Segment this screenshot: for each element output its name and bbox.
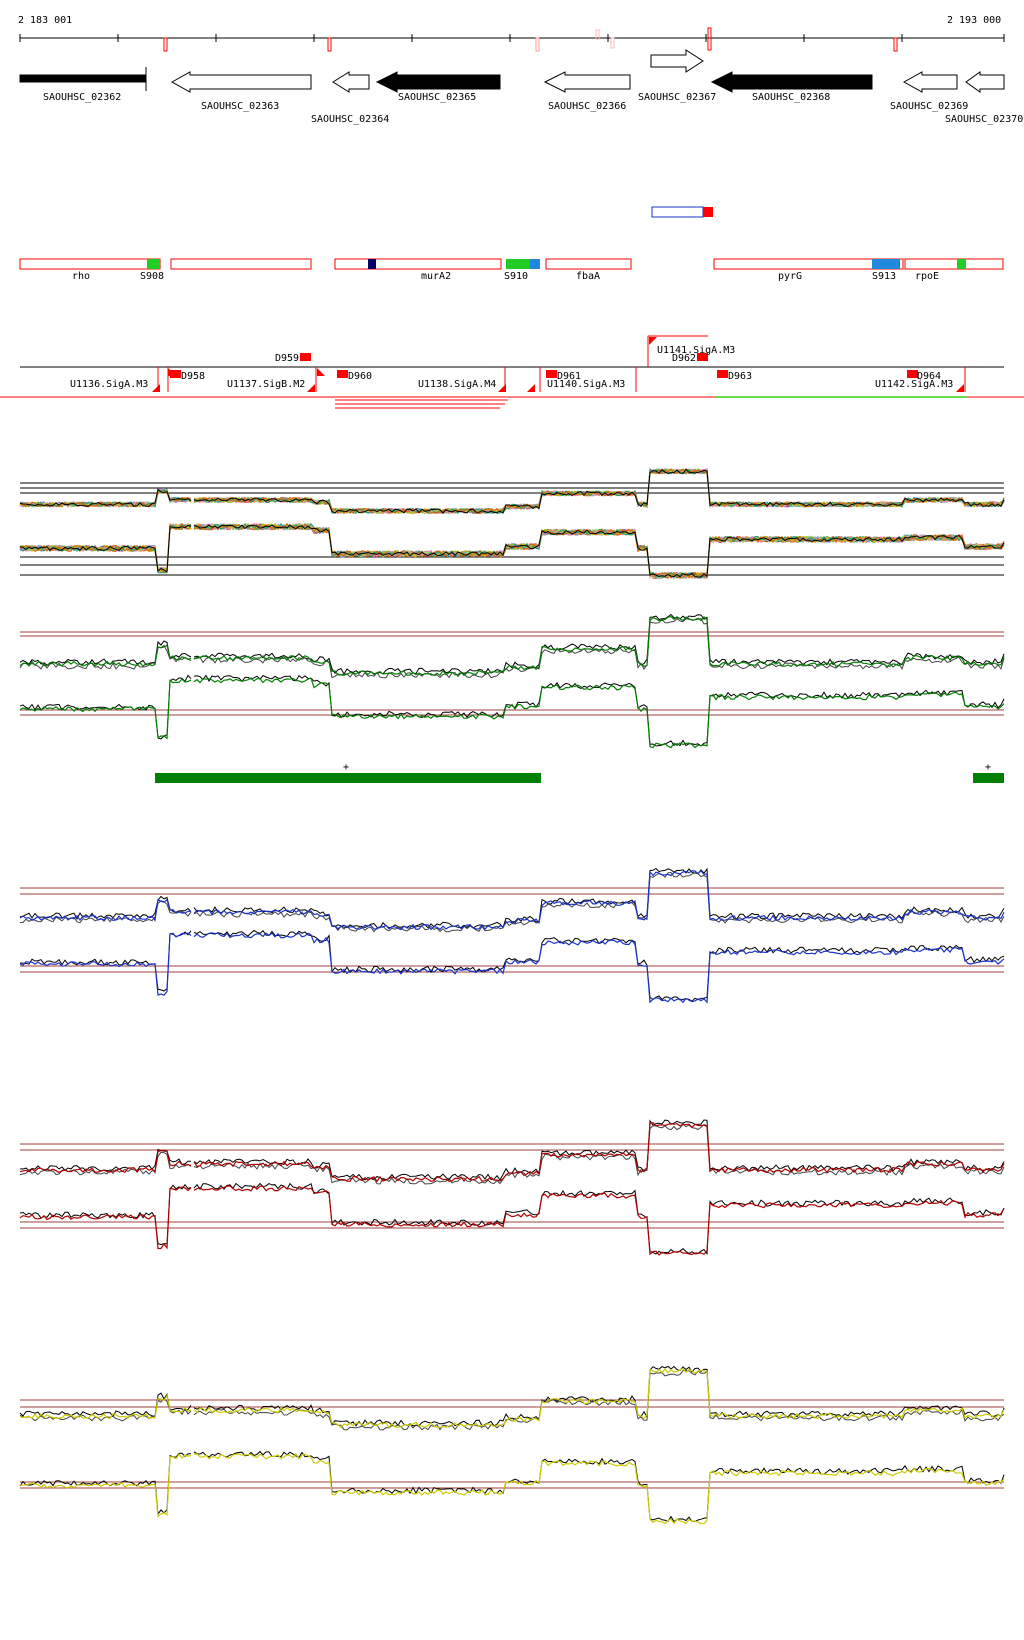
- gene-label: SAOUHSC_02363: [201, 101, 279, 112]
- feature-rpoE[interactable]: [904, 258, 1004, 270]
- expression-profile-line: [19, 1185, 1005, 1256]
- feature-pyrG[interactable]: [713, 258, 904, 270]
- gene-track: [19, 49, 1005, 93]
- gene-labels: SAOUHSC_02362 SAOUHSC_02363 SAOUHSC_0236…: [43, 92, 1023, 125]
- domain-label: D962: [672, 353, 696, 364]
- gene-arrow-02369[interactable]: [902, 71, 958, 93]
- unit-label: U1142.SigA.M3: [875, 379, 953, 390]
- annotation-label: pyrG: [778, 271, 802, 282]
- feature-block[interactable]: [170, 258, 312, 270]
- annotation-track: rho S908 murA2 S910 fbaA pyrG S913 rpoE: [19, 258, 1004, 282]
- gene-arrow-02365[interactable]: [375, 71, 501, 93]
- expression-profile-line: [19, 1122, 1005, 1183]
- gene-label: SAOUHSC_02370: [945, 114, 1023, 125]
- domain-label: D959: [275, 353, 299, 364]
- annotation-label: S910: [504, 271, 528, 282]
- expression-profile-line: [19, 869, 1005, 931]
- track-yellow-condition: [19, 1365, 1005, 1525]
- expression-profile-line: [19, 524, 1005, 578]
- expression-profile-line: [19, 1450, 1005, 1523]
- gene-label: SAOUHSC_02364: [311, 114, 389, 125]
- domain-label: D964: [917, 371, 941, 382]
- expression-profile-line: [19, 468, 1005, 514]
- gene-label: SAOUHSC_02362: [43, 92, 121, 103]
- segment-bar[interactable]: [973, 773, 1004, 783]
- annotation-label: S908: [140, 271, 164, 282]
- domain-label: D961: [557, 371, 581, 382]
- gene-arrow-02370[interactable]: [965, 71, 1005, 93]
- domain-label: D960: [348, 371, 372, 382]
- expression-profile-line: [19, 1367, 1005, 1429]
- expression-profile-line: [19, 1452, 1005, 1525]
- expression-profile-line: [19, 674, 1005, 747]
- ruler-markers: [163, 27, 898, 52]
- expression-profile-line: [19, 616, 1005, 677]
- gene-label: SAOUHSC_02365: [398, 92, 476, 103]
- segment-marker: +: [985, 762, 991, 773]
- gene-arrow-02364[interactable]: [332, 71, 370, 93]
- annotation-label: fbaA: [576, 271, 600, 282]
- coordinate-ruler: 2 183 001 2 193 000: [18, 15, 1005, 52]
- isolated-feature: [651, 206, 713, 218]
- gene-arrow-02366[interactable]: [543, 71, 631, 93]
- gene-arrow-02362[interactable]: [19, 67, 147, 91]
- expression-profile-line: [19, 867, 1005, 929]
- track-red-condition: [19, 1119, 1005, 1256]
- annotation-label: murA2: [421, 271, 451, 282]
- track-blue-condition: [19, 867, 1005, 1004]
- segment-marker: +: [343, 762, 349, 773]
- unit-label: U1141.SigA.M3: [657, 345, 735, 356]
- gene-arrow-02367[interactable]: [650, 49, 704, 73]
- ruler-end-label: 2 193 000: [947, 15, 1001, 26]
- annotation-label: S913: [872, 271, 896, 282]
- domain-label: D963: [728, 371, 752, 382]
- expression-profile-line: [19, 677, 1005, 749]
- expression-profile-line: [19, 613, 1005, 675]
- annotation-label: rho: [72, 271, 90, 282]
- feature-rho[interactable]: [19, 258, 161, 270]
- gene-arrow-02368[interactable]: [710, 71, 873, 93]
- ruler-start-label: 2 183 001: [18, 15, 72, 26]
- unit-label: U1136.SigA.M3: [70, 379, 148, 390]
- domain-label: D958: [181, 371, 205, 382]
- gene-label: SAOUHSC_02368: [752, 92, 830, 103]
- feature-fbaA[interactable]: [545, 258, 632, 270]
- gene-label: SAOUHSC_02367: [638, 92, 716, 103]
- track-all-conditions: [19, 467, 1005, 580]
- feature-murA2[interactable]: [334, 258, 502, 270]
- unit-label: U1138.SigA.M4: [418, 379, 496, 390]
- transcription-unit-track: U1136.SigA.M3 U1137.SigB.M2 U1138.SigA.M…: [0, 335, 1024, 409]
- unit-label: U1140.SigA.M3: [547, 379, 625, 390]
- gene-label: SAOUHSC_02369: [890, 101, 968, 112]
- track-green-condition: [19, 613, 1005, 749]
- gene-label: SAOUHSC_02366: [548, 101, 626, 112]
- ruler-ticks: [19, 34, 1005, 42]
- expression-profile-line: [19, 932, 1005, 1004]
- segment-bar[interactable]: [155, 773, 541, 783]
- annotation-label: rpoE: [915, 271, 939, 282]
- unit-label: U1137.SigB.M2: [227, 379, 305, 390]
- segment-track: + +: [155, 762, 1004, 783]
